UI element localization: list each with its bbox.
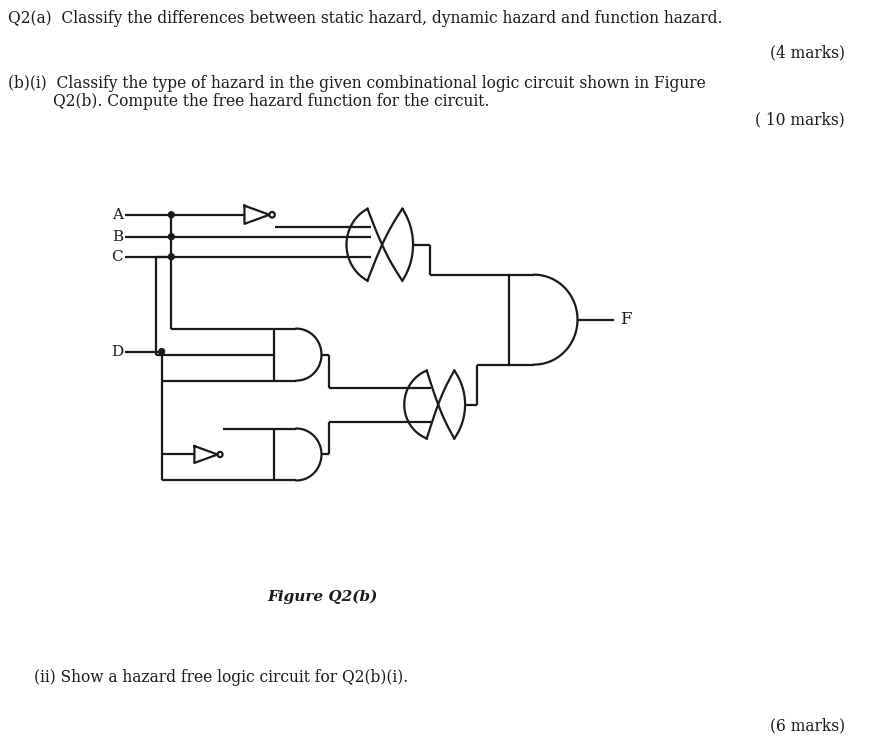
- Text: Q2(b). Compute the free hazard function for the circuit.: Q2(b). Compute the free hazard function …: [53, 93, 489, 110]
- Text: D: D: [111, 344, 123, 358]
- Text: A: A: [112, 208, 123, 222]
- Text: F: F: [619, 311, 631, 328]
- Text: (6 marks): (6 marks): [769, 717, 844, 734]
- Text: Q2(a)  Classify the differences between static hazard, dynamic hazard and functi: Q2(a) Classify the differences between s…: [8, 10, 721, 27]
- Circle shape: [159, 349, 165, 355]
- Circle shape: [168, 234, 174, 239]
- Circle shape: [168, 212, 174, 218]
- Text: Figure Q2(b): Figure Q2(b): [267, 589, 377, 604]
- Text: (ii) Show a hazard free logic circuit for Q2(b)(i).: (ii) Show a hazard free logic circuit fo…: [34, 670, 408, 687]
- Circle shape: [168, 253, 174, 259]
- Text: (4 marks): (4 marks): [769, 44, 844, 61]
- Text: C: C: [112, 250, 123, 264]
- Text: ( 10 marks): ( 10 marks): [755, 112, 844, 129]
- Text: (b)(i)  Classify the type of hazard in the given combinational logic circuit sho: (b)(i) Classify the type of hazard in th…: [8, 75, 704, 92]
- Text: B: B: [112, 230, 123, 244]
